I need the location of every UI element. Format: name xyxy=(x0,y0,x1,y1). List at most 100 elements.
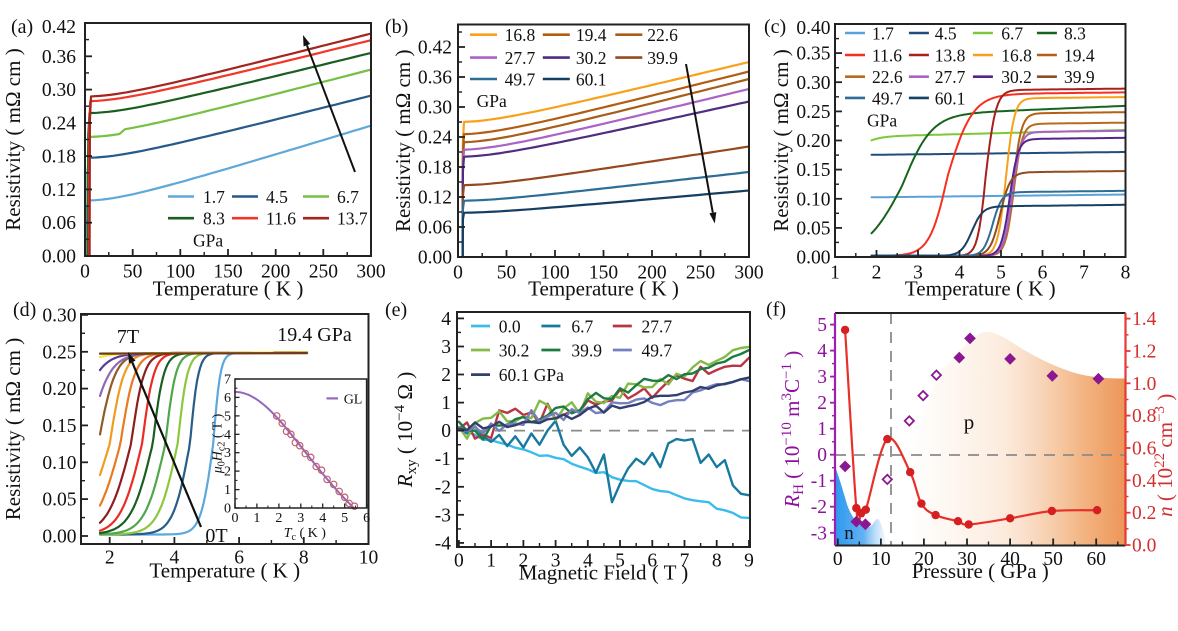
svg-text:8: 8 xyxy=(712,551,722,572)
svg-text:6: 6 xyxy=(1038,263,1048,284)
svg-text:-1: -1 xyxy=(435,449,451,470)
svg-text:1.0: 1.0 xyxy=(1132,374,1156,395)
svg-text:(b): (b) xyxy=(385,16,408,38)
svg-text:0.30: 0.30 xyxy=(42,80,76,101)
svg-text:0.25: 0.25 xyxy=(42,342,76,363)
svg-text:1: 1 xyxy=(224,483,231,498)
svg-text:0.00: 0.00 xyxy=(42,527,76,548)
svg-text:39.9: 39.9 xyxy=(571,341,602,361)
svg-text:300: 300 xyxy=(356,262,385,283)
svg-text:Resistivity ( mΩ cm ): Resistivity ( mΩ cm ) xyxy=(769,49,793,231)
svg-text:Resistivity ( mΩ cm ): Resistivity ( mΩ cm ) xyxy=(391,50,415,232)
svg-text:6: 6 xyxy=(363,511,370,526)
svg-text:27.7: 27.7 xyxy=(642,317,673,337)
svg-text:39.9: 39.9 xyxy=(1064,67,1095,87)
svg-text:0: 0 xyxy=(441,421,451,442)
svg-text:30.2: 30.2 xyxy=(499,341,530,361)
svg-text:0.15: 0.15 xyxy=(796,160,830,181)
svg-text:3: 3 xyxy=(551,551,561,572)
svg-text:300: 300 xyxy=(734,263,763,284)
svg-text:8.3: 8.3 xyxy=(1064,24,1086,44)
svg-text:19.4: 19.4 xyxy=(1064,46,1095,66)
svg-text:0: 0 xyxy=(453,263,463,284)
svg-text:8.3: 8.3 xyxy=(203,209,225,229)
svg-text:30: 30 xyxy=(957,549,977,570)
svg-text:4.5: 4.5 xyxy=(935,24,957,44)
svg-text:0.35: 0.35 xyxy=(796,44,830,65)
svg-text:0.40: 0.40 xyxy=(796,18,830,39)
svg-text:0.42: 0.42 xyxy=(42,17,76,38)
svg-text:100: 100 xyxy=(540,263,569,284)
svg-text:27.7: 27.7 xyxy=(505,48,536,68)
svg-text:(e): (e) xyxy=(385,299,407,321)
svg-text:4: 4 xyxy=(319,511,326,526)
svg-text:0.06: 0.06 xyxy=(418,218,452,239)
svg-text:150: 150 xyxy=(213,262,242,283)
svg-text:Magnetic Field ( T ): Magnetic Field ( T ) xyxy=(519,561,689,585)
svg-text:22.6: 22.6 xyxy=(647,25,678,45)
svg-text:100: 100 xyxy=(166,262,195,283)
svg-text:0.25: 0.25 xyxy=(796,102,830,123)
svg-text:49.7: 49.7 xyxy=(872,88,903,108)
svg-text:6: 6 xyxy=(224,391,231,406)
svg-text:60: 60 xyxy=(1086,549,1106,570)
svg-text:2: 2 xyxy=(105,548,115,569)
svg-text:2: 2 xyxy=(224,465,231,480)
svg-text:0.05: 0.05 xyxy=(42,490,76,511)
svg-text:50: 50 xyxy=(1043,549,1063,570)
svg-text:6.7: 6.7 xyxy=(1001,24,1023,44)
svg-text:10: 10 xyxy=(871,549,891,570)
svg-text:250: 250 xyxy=(686,263,715,284)
svg-text:RH ( 10−10 m3C−1 ): RH ( 10−10 m3C−1 ) xyxy=(779,351,807,509)
svg-text:0.18: 0.18 xyxy=(418,158,452,179)
svg-text:0.2: 0.2 xyxy=(1132,503,1156,524)
svg-text:10: 10 xyxy=(359,548,379,569)
svg-text:22.6: 22.6 xyxy=(872,67,903,87)
svg-text:1.2: 1.2 xyxy=(1132,341,1156,362)
svg-text:n: n xyxy=(844,523,854,544)
svg-text:Temperature ( K ): Temperature ( K ) xyxy=(153,277,304,301)
svg-text:Temperature ( K ): Temperature ( K ) xyxy=(905,277,1056,301)
svg-text:13.8: 13.8 xyxy=(935,46,966,66)
svg-text:0.12: 0.12 xyxy=(42,180,76,201)
svg-text:1.7: 1.7 xyxy=(203,187,225,207)
svg-text:Resistivity ( mΩ cm ): Resistivity ( mΩ cm ) xyxy=(1,48,25,230)
svg-text:0.00: 0.00 xyxy=(418,248,452,269)
svg-text:40: 40 xyxy=(1000,549,1020,570)
svg-text:Tc ( K ): Tc ( K ) xyxy=(284,526,327,543)
svg-text:3: 3 xyxy=(913,263,923,284)
svg-text:6: 6 xyxy=(647,551,657,572)
svg-text:0.0: 0.0 xyxy=(499,317,521,337)
svg-text:49.7: 49.7 xyxy=(505,70,536,90)
svg-text:0.36: 0.36 xyxy=(418,68,452,89)
svg-text:0.10: 0.10 xyxy=(796,189,830,210)
svg-text:0: 0 xyxy=(454,551,464,572)
svg-text:0: 0 xyxy=(817,445,827,466)
svg-text:60.1 GPa: 60.1 GPa xyxy=(499,365,564,385)
svg-text:16.8: 16.8 xyxy=(505,25,536,45)
svg-text:8: 8 xyxy=(1121,263,1131,284)
svg-text:(c): (c) xyxy=(764,16,786,38)
svg-text:0.20: 0.20 xyxy=(796,131,830,152)
svg-text:30.2: 30.2 xyxy=(576,48,607,68)
svg-text:GPa: GPa xyxy=(477,91,507,111)
svg-text:μ0Hc2 ( T ): μ0Hc2 ( T ) xyxy=(211,413,228,474)
svg-text:0T: 0T xyxy=(205,525,227,547)
svg-text:3: 3 xyxy=(817,367,827,388)
svg-text:5: 5 xyxy=(817,315,827,336)
svg-text:0.00: 0.00 xyxy=(42,247,76,268)
svg-text:30.2: 30.2 xyxy=(1001,67,1032,87)
svg-text:Resistivity ( mΩ cm ): Resistivity ( mΩ cm ) xyxy=(1,338,25,520)
svg-text:GL: GL xyxy=(344,392,363,407)
svg-text:0.00: 0.00 xyxy=(796,248,830,269)
svg-text:0.24: 0.24 xyxy=(42,113,76,134)
svg-text:0.06: 0.06 xyxy=(42,213,76,234)
svg-text:2: 2 xyxy=(441,365,451,386)
svg-text:1: 1 xyxy=(817,419,827,440)
svg-text:0.18: 0.18 xyxy=(42,147,76,168)
svg-text:-3: -3 xyxy=(811,523,827,544)
svg-text:11.6: 11.6 xyxy=(266,209,296,229)
svg-text:200: 200 xyxy=(637,263,666,284)
svg-text:0.30: 0.30 xyxy=(796,73,830,94)
svg-text:1: 1 xyxy=(441,393,451,414)
